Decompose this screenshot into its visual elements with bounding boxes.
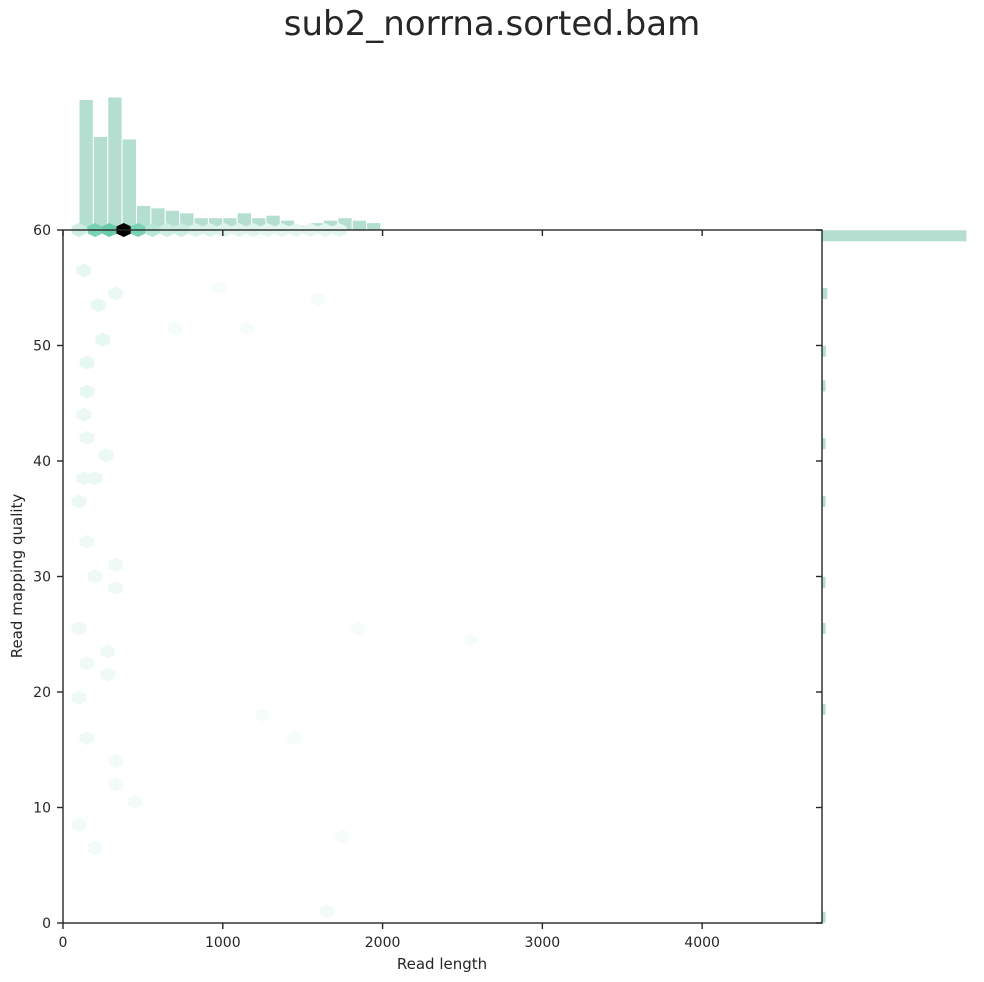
y-axis: 0 10 20 30 40 50 60 — [33, 223, 822, 932]
hexbin — [108, 777, 124, 792]
hexbin — [79, 355, 95, 370]
y-tick-label: 40 — [33, 454, 51, 470]
hexbin — [239, 321, 255, 336]
hexbin — [351, 621, 366, 636]
hexbin — [79, 534, 95, 549]
x-tick-label: 4000 — [684, 935, 720, 951]
hexbin-layer — [71, 223, 478, 919]
hexbin — [255, 708, 271, 723]
hexbin — [210, 280, 226, 295]
hexbin — [108, 558, 124, 572]
hexbin — [335, 829, 350, 844]
x-tick-label: 1000 — [205, 935, 241, 951]
x-axis-label: Read length — [397, 955, 487, 973]
marginal-x-bar — [92, 135, 109, 231]
hexbin — [127, 794, 143, 809]
x-tick-label: 2000 — [365, 935, 401, 951]
hexbin — [87, 569, 103, 584]
hexbin — [90, 298, 106, 312]
hexbin — [76, 407, 92, 422]
hexbin — [100, 667, 116, 682]
hexbin — [71, 817, 87, 832]
hexbin — [76, 263, 92, 278]
hexbin — [108, 754, 124, 769]
hexbin — [87, 471, 103, 486]
y-tick-label: 20 — [33, 685, 51, 701]
y-tick-label: 10 — [33, 801, 51, 817]
hexbin — [79, 731, 95, 746]
marginal-x-bar — [78, 98, 94, 231]
hexbin — [319, 904, 334, 919]
hexbin — [79, 430, 95, 445]
y-tick-label: 50 — [33, 339, 51, 355]
hexbin — [108, 581, 124, 595]
hexbin — [287, 731, 303, 746]
hexbin — [87, 841, 103, 855]
y-tick-label: 0 — [42, 916, 51, 932]
chart-title: sub2_norrna.sorted.bam — [283, 4, 701, 44]
hexbin — [79, 384, 95, 399]
hexbin — [463, 633, 478, 647]
hexbin — [71, 621, 87, 636]
y-tick-label: 30 — [33, 570, 51, 586]
hexbin — [71, 690, 87, 705]
hexbin — [71, 494, 87, 509]
hexbin — [79, 656, 95, 671]
marginal-y-bar — [821, 229, 968, 243]
marginal-x-bar — [121, 138, 138, 231]
x-tick-label: 0 — [59, 935, 68, 951]
marginal-x-bar — [366, 222, 382, 231]
hexbin — [98, 448, 114, 463]
hexbin — [311, 292, 326, 307]
hexbin — [167, 321, 183, 336]
hexbin — [100, 644, 116, 659]
y-axis-label: Read mapping quality — [8, 494, 26, 659]
x-axis: 0 1000 2000 3000 4000 — [59, 230, 720, 951]
x-tick-label: 3000 — [525, 935, 561, 951]
marginal-y-histogram — [821, 229, 968, 924]
y-tick-label: 60 — [33, 223, 51, 239]
marginal-x-bar — [351, 219, 368, 231]
hexbin — [95, 332, 111, 347]
marginal-y-bar — [821, 287, 829, 301]
marginal-x-histogram — [78, 96, 382, 231]
marginal-x-bar — [107, 96, 123, 231]
hexbin — [76, 471, 92, 486]
hexbin — [108, 286, 124, 301]
